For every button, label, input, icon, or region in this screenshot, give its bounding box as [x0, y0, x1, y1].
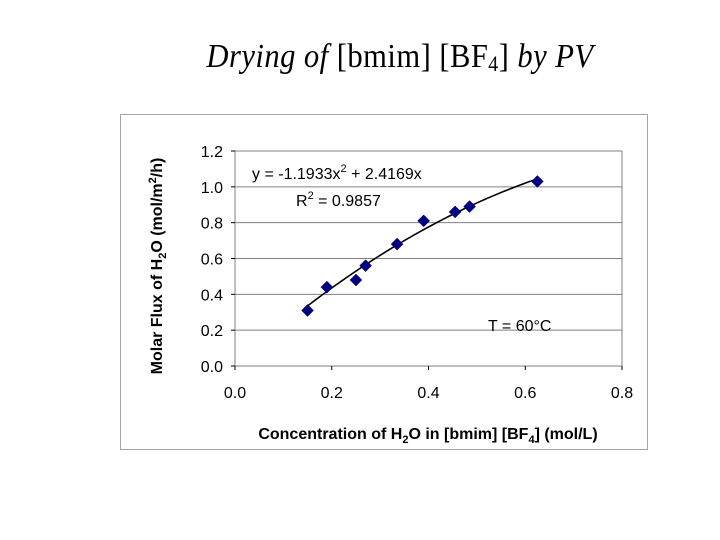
data-point	[320, 280, 334, 294]
eq-superscript: 2	[341, 163, 347, 175]
data-point	[530, 175, 544, 188]
data-point	[301, 304, 314, 317]
title-italic-1: Drying of	[206, 38, 329, 75]
xlabel-part-2: O in [bmim] [BF	[408, 426, 528, 443]
eq-part-1: y = -1.1933x	[252, 166, 341, 183]
data-point	[349, 273, 363, 287]
xlabel-sub-2: 4	[528, 434, 535, 446]
y-tick-label: 0.2	[201, 323, 223, 340]
ylabel-sup: 2	[147, 177, 159, 183]
trendline-equation: y = -1.1933x2 + 2.4169x	[252, 163, 422, 183]
temperature-annotation: T = 60°C	[488, 318, 551, 335]
x-axis-label: Concentration of H2O in [bmim] [BF4] (mo…	[258, 426, 597, 446]
xlabel-part-3: ] (mol/L)	[535, 426, 598, 443]
r-squared-label: R2 = 0.9857	[296, 190, 381, 210]
trendline	[307, 178, 538, 307]
r2-superscript: 2	[308, 190, 314, 202]
y-tick-label: 1.0	[201, 180, 223, 197]
x-axis-ticks: 0.0 0.2 0.4 0.6 0.8	[224, 366, 633, 402]
x-tick-label: 0.0	[224, 385, 246, 402]
data-point	[359, 259, 372, 273]
data-point	[448, 205, 462, 219]
slide-title: Drying of [bmim] [BF4] by PV	[40, 38, 720, 76]
y-tick-label: 0.0	[201, 359, 223, 376]
data-point	[463, 200, 476, 213]
title-mid-end: ]	[498, 38, 518, 75]
y-tick-label: 0.4	[201, 287, 223, 304]
x-tick-label: 0.8	[611, 385, 633, 402]
title-italic-2: by PV	[517, 38, 594, 75]
xlabel-sub-1: 2	[402, 434, 408, 446]
data-points	[301, 175, 544, 317]
x-tick-label: 0.6	[514, 385, 536, 402]
ylabel-part-3: /h)	[149, 158, 166, 178]
chart-frame	[120, 114, 648, 450]
y-axis-label: Molar Flux of H2O (mol/m2/h)	[147, 158, 169, 375]
y-tick-label: 0.6	[201, 252, 223, 269]
ylabel-part-1: Molar Flux of H	[149, 259, 166, 375]
y-tick-label: 1.2	[201, 144, 223, 161]
xlabel-part-1: Concentration of H	[258, 426, 402, 443]
x-tick-label: 0.4	[417, 385, 439, 402]
y-tick-label: 0.8	[201, 216, 223, 233]
r2-part-1: R	[296, 193, 308, 210]
title-mid: [bmim] [BF	[328, 38, 489, 75]
data-point	[390, 237, 404, 251]
eq-part-2: + 2.4169x	[347, 166, 422, 183]
data-point	[417, 214, 431, 228]
x-tick-label: 0.2	[321, 385, 343, 402]
r2-part-2: = 0.9857	[314, 193, 381, 210]
title-subscript: 4	[488, 51, 499, 76]
ylabel-sub: 2	[157, 253, 169, 259]
y-axis-ticks: 0.0 0.2 0.4 0.6 0.8 1.0 1.2	[201, 144, 235, 376]
gridlines	[235, 186, 622, 331]
ylabel-part-2: O (mol/m	[149, 183, 166, 252]
